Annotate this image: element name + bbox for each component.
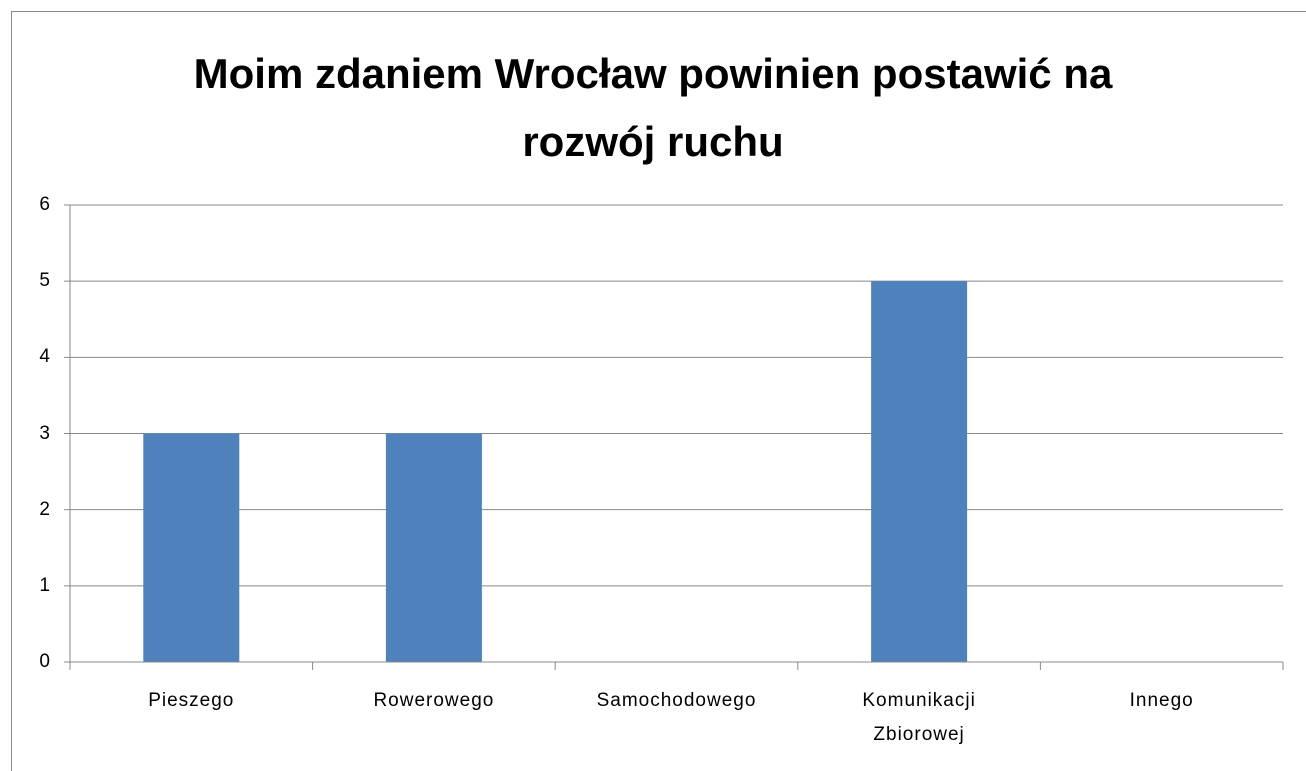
x-tick-label: Samochodowego xyxy=(596,690,757,711)
y-tick-label: 1 xyxy=(39,574,50,596)
chart-title: Moim zdaniem Wrocław powinien postawić n… xyxy=(193,50,1113,165)
x-tick-label: Rowerowego xyxy=(373,690,495,711)
y-tick-label: 2 xyxy=(39,498,50,520)
y-tick-label: 5 xyxy=(39,270,50,292)
y-tick-label: 0 xyxy=(39,651,50,672)
x-tick-label: Komunikacji Zbiorowej xyxy=(862,690,976,745)
y-tick-label: 3 xyxy=(39,422,50,444)
y-tick-label: 4 xyxy=(39,346,50,368)
chart-frame xyxy=(11,11,1306,771)
bar xyxy=(871,281,968,662)
y-tick-label: 6 xyxy=(39,194,50,215)
x-tick-label: Pieszego xyxy=(148,690,235,711)
bar xyxy=(385,433,482,662)
x-tick-label: Innego xyxy=(1129,690,1194,711)
bar xyxy=(143,433,240,662)
